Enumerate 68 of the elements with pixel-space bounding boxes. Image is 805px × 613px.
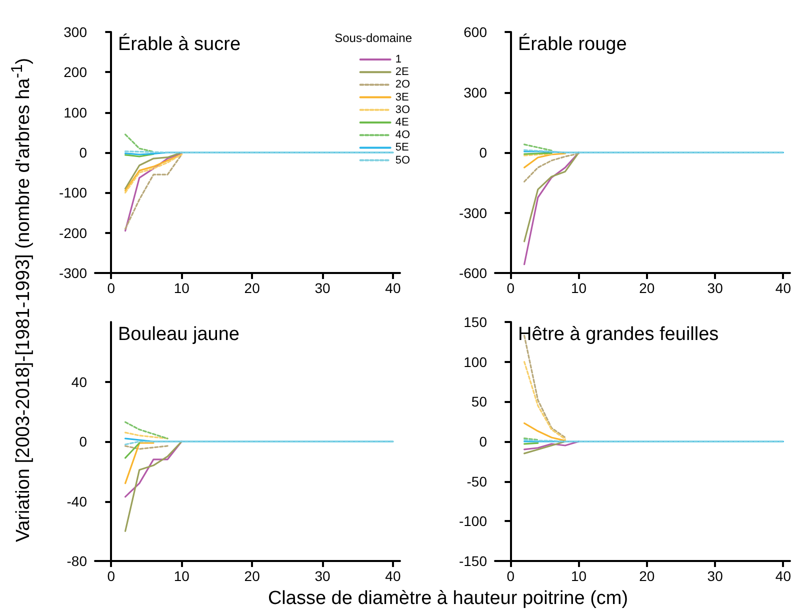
y-tick-label: 100 (464, 354, 488, 370)
y-tick-label: -600 (458, 265, 488, 281)
y-tick-label: -100 (458, 513, 488, 530)
y-tick-label: 150 (464, 314, 488, 330)
x-tick-label: 40 (775, 568, 792, 584)
x-tick-label: 40 (385, 568, 401, 584)
x-tick-label: 30 (314, 568, 331, 584)
line-series (523, 361, 566, 440)
legend-label: 2O (395, 78, 410, 91)
y-tick-label: 50 (471, 394, 488, 410)
x-tick-label: 20 (244, 280, 260, 296)
y-tick-label: -300 (58, 265, 88, 281)
x-tick-label: 0 (506, 568, 515, 584)
x-tick-label: 30 (314, 280, 331, 296)
chart-title: Hêtre à grandes feuilles (518, 324, 719, 345)
chart-title: Bouleau jaune (118, 324, 240, 345)
legend-label: 5O (395, 154, 410, 166)
y-tick-label: 0 (479, 144, 488, 160)
legend-label: 4E (395, 116, 409, 128)
y-tick-label: 300 (64, 24, 88, 40)
line-series (124, 440, 182, 498)
y-tick-label: -100 (58, 184, 88, 201)
x-tick-label: 30 (707, 568, 724, 584)
y-tick-label: 0 (79, 144, 88, 160)
x-tick-label: 20 (639, 568, 655, 584)
x-tick-label: 10 (571, 280, 587, 296)
y-tick-label: -150 (458, 553, 488, 569)
x-axis-title: Classe de diamètre à hauteur poitrine (cm) (268, 588, 628, 610)
y-tick-label: 300 (464, 84, 488, 100)
legend-label: 4O (395, 129, 410, 142)
x-tick-label: 0 (506, 280, 515, 296)
line-series (124, 421, 168, 440)
x-tick-label: 10 (174, 568, 190, 584)
y-tick-label: 0 (479, 434, 488, 450)
legend-label: 2E (395, 66, 409, 78)
line-series (523, 422, 566, 442)
y-tick-label: 0 (79, 434, 88, 450)
line-series (523, 440, 566, 454)
line-series (523, 152, 580, 182)
y-tick-label: 100 (64, 104, 88, 120)
legend-label: 3E (395, 91, 409, 104)
line-series (523, 152, 566, 168)
y-tick-label: -50 (466, 473, 488, 490)
x-tick-label: 20 (244, 568, 260, 584)
y-tick-label: 200 (64, 64, 88, 80)
y-tick-label: 600 (464, 24, 488, 40)
x-tick-label: 20 (639, 280, 655, 296)
y-tick-label: 40 (71, 374, 88, 390)
x-tick-label: 0 (107, 280, 116, 296)
line-series (523, 440, 580, 450)
line-series (523, 152, 580, 242)
line-series (124, 440, 182, 532)
x-tick-label: 40 (775, 280, 792, 296)
y-tick-label: -80 (66, 553, 88, 569)
x-tick-label: 10 (174, 280, 190, 296)
legend-title: Sous-domaine (334, 31, 412, 45)
y-tick-label: -300 (458, 204, 488, 221)
x-tick-label: 40 (385, 280, 401, 296)
legend-label: 5E (395, 142, 409, 154)
x-tick-label: 10 (571, 568, 587, 584)
y-tick-label: -40 (66, 493, 88, 510)
legend-label: 1 (395, 54, 402, 66)
legend-label: 3O (395, 104, 410, 116)
y-tick-label: -200 (58, 224, 88, 241)
x-tick-label: 0 (107, 568, 116, 584)
chart-title: Érable rouge (518, 33, 627, 55)
chart-title: Érable à sucre (118, 33, 241, 55)
x-tick-label: 30 (707, 280, 724, 296)
